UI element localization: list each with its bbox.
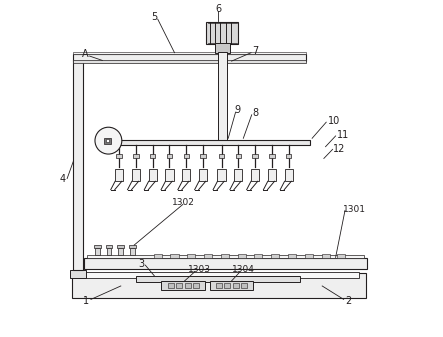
Bar (183, 154, 189, 158)
Bar (171, 254, 179, 258)
Text: 1302: 1302 (171, 197, 194, 207)
Text: 1303: 1303 (188, 265, 211, 274)
Text: 7: 7 (252, 46, 258, 56)
Text: 9: 9 (234, 105, 241, 115)
Bar (182, 168, 190, 181)
Bar (268, 168, 276, 181)
Bar (73, 52, 307, 54)
Bar (97, 140, 311, 145)
Text: 2: 2 (345, 296, 351, 306)
Bar (161, 281, 205, 290)
Bar (224, 283, 230, 288)
Bar (150, 154, 155, 158)
Bar (236, 154, 241, 158)
Bar (218, 168, 225, 181)
Bar (73, 54, 307, 61)
Text: 8: 8 (252, 108, 258, 118)
Bar (206, 22, 238, 44)
Bar (215, 43, 230, 53)
Bar (187, 254, 195, 258)
Text: 10: 10 (328, 116, 340, 126)
Bar (237, 254, 246, 258)
Bar (218, 52, 227, 142)
Bar (176, 283, 182, 288)
Bar (70, 270, 86, 278)
Text: 12: 12 (334, 144, 346, 154)
Bar (185, 283, 190, 288)
Bar (136, 276, 300, 282)
Text: 5: 5 (151, 12, 158, 23)
Text: 1: 1 (83, 296, 89, 306)
Bar (288, 254, 296, 258)
Text: 11: 11 (337, 130, 349, 140)
Bar (115, 168, 123, 181)
Bar (149, 168, 157, 181)
Bar (200, 154, 206, 158)
Bar (87, 255, 364, 258)
Bar (254, 254, 262, 258)
Bar (269, 154, 275, 158)
Bar (94, 245, 101, 248)
Bar (210, 281, 253, 290)
Bar (234, 168, 242, 181)
Bar (130, 248, 135, 255)
Bar (106, 139, 109, 142)
Bar (286, 154, 291, 158)
Bar (154, 254, 162, 258)
Bar (133, 154, 139, 158)
Bar (204, 254, 212, 258)
Circle shape (95, 127, 122, 154)
Bar (251, 168, 259, 181)
Text: 4: 4 (60, 174, 66, 184)
Bar (132, 168, 140, 181)
Bar (79, 272, 359, 278)
Bar (253, 154, 258, 158)
Bar (73, 60, 82, 270)
Bar (337, 254, 345, 258)
Bar (117, 154, 122, 158)
Bar (271, 254, 279, 258)
Bar (107, 248, 112, 255)
Bar (95, 248, 100, 255)
Bar (73, 60, 307, 63)
Bar (241, 283, 247, 288)
Bar (219, 154, 224, 158)
Bar (167, 154, 172, 158)
Bar (193, 283, 199, 288)
Bar (305, 254, 313, 258)
Bar (284, 168, 293, 181)
Bar (322, 254, 330, 258)
Bar (165, 168, 174, 181)
Bar (129, 245, 136, 248)
Bar (221, 254, 229, 258)
Text: 1304: 1304 (232, 265, 255, 274)
Bar (118, 248, 123, 255)
Bar (72, 273, 366, 298)
Text: 1301: 1301 (342, 205, 365, 214)
Bar (199, 168, 207, 181)
Bar (216, 283, 222, 288)
Bar (117, 245, 124, 248)
Text: 6: 6 (215, 4, 221, 14)
Bar (233, 283, 239, 288)
Bar (104, 137, 111, 144)
Text: A: A (82, 50, 89, 59)
Bar (84, 258, 368, 269)
Bar (106, 245, 113, 248)
Bar (168, 283, 174, 288)
Text: 3: 3 (139, 259, 145, 269)
